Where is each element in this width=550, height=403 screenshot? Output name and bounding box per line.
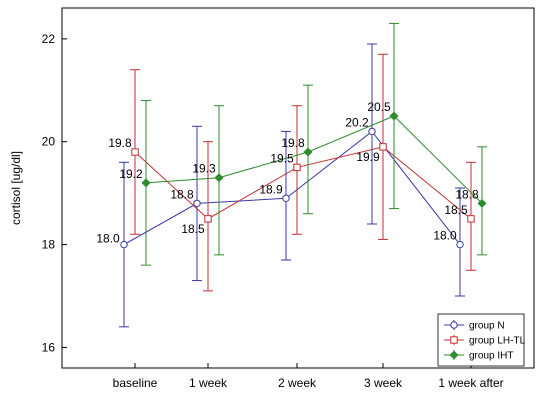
data-point (141, 178, 151, 188)
legend-marker (450, 321, 458, 329)
data-point (120, 240, 128, 249)
data-label: 19.9 (356, 150, 380, 164)
series-layer (119, 22, 487, 328)
data-label: 18.5 (181, 222, 205, 236)
data-point (368, 127, 376, 136)
data-label: 18.5 (444, 203, 468, 217)
y-tick-label: 22 (42, 32, 56, 46)
y-tick-label: 18 (42, 238, 56, 252)
series-group-lh-tl (130, 53, 476, 292)
legend-item: group N (444, 320, 505, 332)
data-point (131, 148, 139, 156)
data-point (379, 143, 387, 151)
x-tick-label: 2 week (278, 376, 317, 390)
data-point (456, 240, 464, 249)
legend-label: group LH-TL (469, 336, 526, 347)
data-point (389, 111, 399, 121)
y-tick-label: 20 (42, 135, 56, 149)
data-point (303, 147, 313, 157)
y-axis: 16 18 20 22 (42, 32, 67, 354)
legend-label: group IHT (469, 351, 513, 362)
data-point (204, 215, 212, 223)
data-point (214, 173, 224, 183)
legend-label: group N (469, 321, 505, 332)
x-tick-label: 1 week after (438, 376, 503, 390)
x-tick-label: 1 week (189, 376, 228, 390)
y-axis-title: cortisol [ug/dl] (9, 151, 23, 225)
legend-item: group IHT (444, 350, 513, 362)
data-label: 19.5 (270, 151, 294, 165)
series-group-iht (141, 22, 487, 266)
data-label: 19.8 (108, 136, 132, 150)
y-tick-label: 16 (42, 340, 56, 354)
data-label: 18.8 (170, 187, 194, 201)
data-point (477, 198, 487, 208)
legend-item: group LH-TL (444, 335, 526, 347)
data-label: 18.0 (433, 229, 457, 243)
x-tick-label: baseline (113, 376, 158, 390)
legend-marker (450, 336, 458, 344)
legend-marker (449, 350, 459, 360)
x-axis: baseline 1 week 2 week 3 week 1 week after (113, 363, 504, 390)
data-label: 20.5 (367, 100, 391, 114)
data-label: 19.3 (192, 162, 216, 176)
data-label: 18.9 (259, 182, 283, 196)
x-tick-label: 3 week (364, 376, 403, 390)
data-label: 18.8 (455, 187, 479, 201)
data-point (193, 199, 201, 208)
data-label: 20.2 (345, 115, 369, 129)
data-label: 19.2 (119, 167, 143, 181)
series-group-n (119, 43, 465, 328)
legend: group N group LH-TL group IHT (437, 313, 526, 367)
data-point (467, 215, 475, 223)
data-label: 18.0 (96, 232, 120, 246)
data-point (293, 163, 301, 172)
data-labels: 18.0 18.8 18.9 20.2 18.0 19.8 18.5 19.5 19.9 18.5… (96, 100, 479, 246)
data-point (282, 194, 290, 202)
data-label: 19.8 (281, 136, 305, 150)
